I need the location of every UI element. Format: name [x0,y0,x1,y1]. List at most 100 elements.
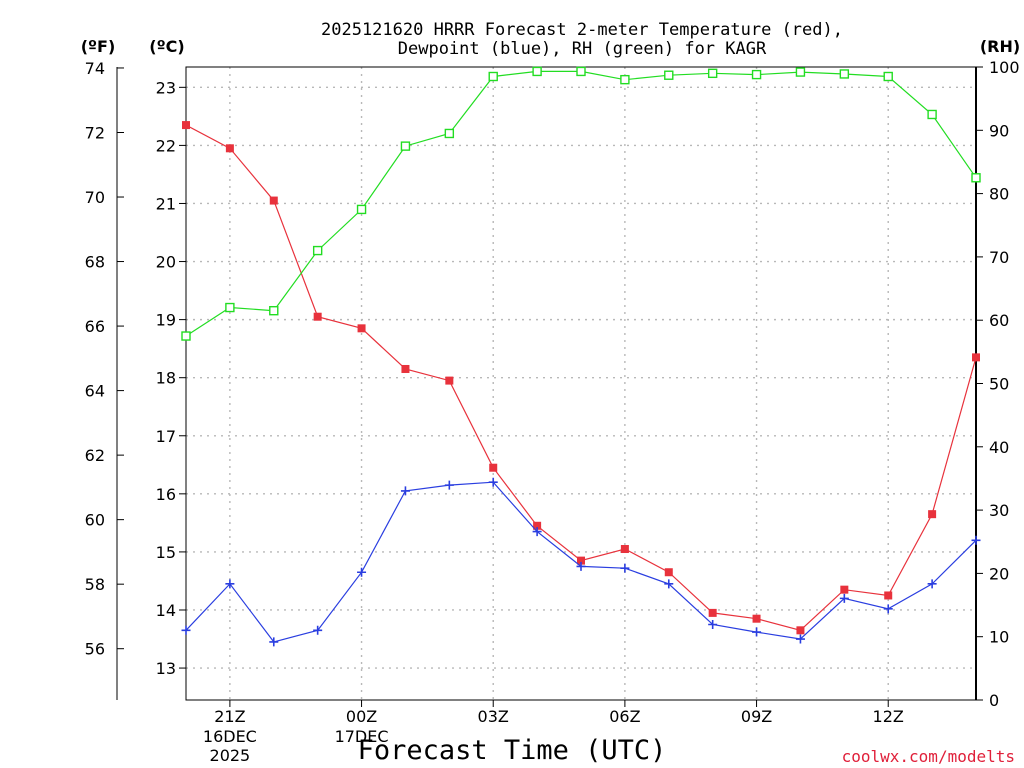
temperature-point [928,510,937,519]
date-label: 16DEC [203,727,257,746]
rh-point [576,66,586,77]
dewpoint-point [400,486,410,496]
dewpoint-point [620,563,630,573]
rh-tick-label: 90 [989,121,1009,140]
celsius-tick-label: 15 [156,543,176,562]
temperature-line [185,124,977,631]
dewpoint-point [269,637,279,647]
time-tick-label: 00Z [346,707,377,726]
dewpoint-point [971,535,981,545]
plot-frame [185,66,977,701]
chart-title-line2: Dewpoint (blue), RH (green) for KAGR [398,39,767,59]
celsius-axis-label: (ºC) [149,37,184,56]
celsius-tick-label: 23 [156,78,176,97]
temperature-point [620,545,629,554]
rh-point [664,70,674,80]
rh-tick-label: 30 [989,501,1009,520]
temperature-point [533,521,542,530]
temperature-point [269,196,278,205]
celsius-tick-label: 17 [156,427,176,446]
temperature-point [182,121,190,130]
temperature-point [401,364,410,373]
rh-axis-label: (RH) [980,37,1020,56]
fahrenheit-tick-label: 58 [85,575,105,594]
date-label: 17DEC [335,727,389,746]
grid-lines [186,67,976,700]
dewpoint-point [357,567,367,577]
fahrenheit-tick-label: 70 [85,188,105,207]
rh-tick-label: 0 [989,691,999,710]
year-label: 2025 [210,746,251,765]
dewpoint-point [576,561,586,571]
rh-line [185,70,977,337]
rh-tick-label: 10 [989,628,1009,647]
rh-tick-label: 40 [989,438,1009,457]
time-tick-label: 06Z [609,707,640,726]
fahrenheit-tick-label: 64 [85,382,105,401]
dewpoint-point [181,625,191,635]
fahrenheit-tick-label: 74 [85,59,105,78]
fahrenheit-tick-label: 56 [85,640,105,659]
chart-title-line1: 2025121620 HRRR Forecast 2-meter Tempera… [321,20,843,40]
fahrenheit-axis: 56 58 60 62 64 66 68 70 72 74 [85,59,124,659]
dewpoint-point [708,620,718,630]
rh-point [356,204,367,215]
temperature-point [972,353,980,362]
credit-text: coolwx.com/modelts [842,747,1015,766]
dewpoint-point [664,579,674,589]
rh-point [839,69,850,79]
dewpoint-point [752,627,762,637]
dewpoint-point [927,579,937,589]
rh-tick-label: 80 [989,185,1009,204]
celsius-tick-label: 20 [156,253,176,272]
dewpoint-point [444,480,454,490]
temperature-point [708,608,717,617]
rh-point [400,141,411,151]
fahrenheit-tick-label: 62 [85,446,105,465]
temperature-point [884,591,893,600]
temperature-point [577,556,585,565]
dewpoint-point [839,593,849,603]
celsius-tick-label: 19 [156,311,176,330]
time-tick-label: 09Z [741,707,772,726]
fahrenheit-tick-label: 66 [85,317,105,336]
temperature-point [489,463,498,472]
fahrenheit-axis-label: (ºF) [81,37,116,56]
celsius-tick-label: 13 [156,659,176,678]
dewpoint-point [225,579,235,589]
series-layer [181,66,981,647]
rh-tick-label: 70 [989,248,1009,267]
x-axis-title: Forecast Time (UTC) [358,735,667,766]
celsius-tick-label: 16 [156,485,176,504]
time-tick-label: 12Z [873,707,904,726]
rh-point [269,306,279,316]
rh-tick-label: 50 [989,375,1009,394]
rh-point [707,68,718,79]
rh-point [225,302,235,313]
fahrenheit-tick-label: 68 [85,253,105,272]
rh-point [795,67,806,77]
time-tick-label: 21Z [214,707,245,726]
dewpoint-point [532,527,542,537]
celsius-axis: 13 14 15 16 17 18 19 20 21 22 23 [156,78,186,678]
time-tick-label: 03Z [478,707,509,726]
temperature-point [357,324,366,333]
temperature-point [225,144,234,153]
temperature-point [752,614,761,623]
rh-point [620,74,630,85]
rh-point [532,66,542,77]
fahrenheit-tick-label: 60 [85,511,105,530]
temperature-point [313,312,322,321]
rh-point [444,128,455,139]
dewpoint-point [883,604,893,614]
celsius-tick-label: 14 [156,601,176,620]
celsius-tick-label: 22 [156,136,176,155]
dewpoint-point [313,625,323,635]
rh-point [751,69,762,80]
temperature-point [840,585,849,594]
rh-tick-label: 100 [989,58,1020,77]
dewpoint-point [488,477,498,487]
rh-tick-label: 20 [989,564,1009,583]
rh-point [927,109,937,120]
